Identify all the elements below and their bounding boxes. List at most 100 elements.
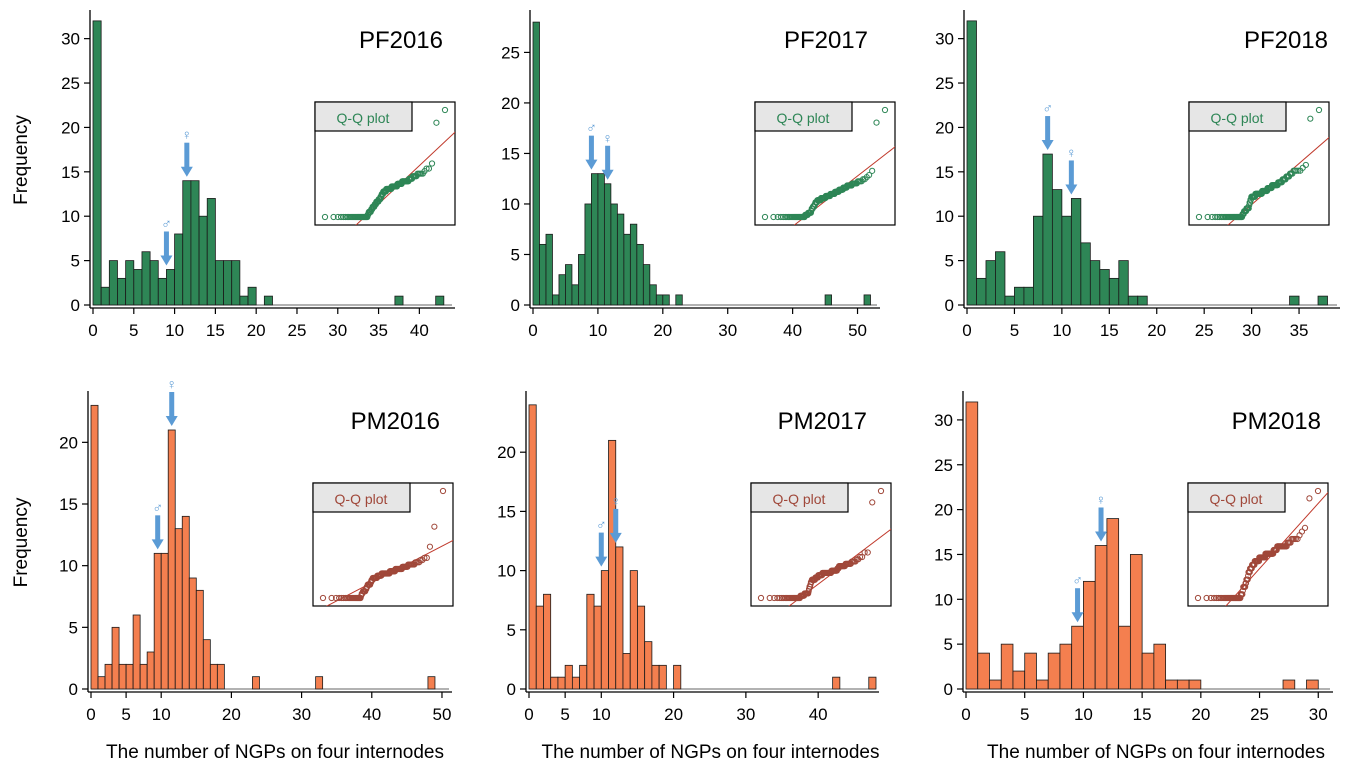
histogram-bar [90,404,99,690]
histogram-bar [247,286,257,306]
histogram-bar [977,652,990,690]
histogram-bar [1033,215,1044,306]
histogram-bar [166,269,175,306]
qq-point [433,119,440,126]
sex-symbol: ♂ [596,517,607,533]
histogram-bar [1106,518,1120,690]
qq-label-box [314,101,413,132]
y-tick-label: 25 [61,74,80,93]
qq-label-box [312,482,411,513]
histogram-bar [615,546,624,690]
x-tick-label: 40 [809,705,828,724]
histogram-bar [223,260,233,306]
qq-reference-line-group [1225,491,1328,606]
qq-label: Q-Q plot [337,110,390,126]
histogram-bar [1118,625,1131,690]
qq-point [1293,167,1300,174]
female-mean-arrow: ♀ [601,130,614,180]
qq-point [774,594,781,602]
qq-point [1306,495,1313,502]
chart-panel-pf2018: 0 5 10 15 20 25 30 0 5 10 15 20 25 30 35 PF2018 ♂ ♀ Q-Q pl… [935,10,1340,340]
arrow-shaft [163,231,169,258]
arrow-shaft [1068,160,1074,187]
histogram-bar [966,20,977,306]
histogram-bar [1071,625,1084,690]
y-tick-label: 15 [497,502,516,521]
histogram-bar [100,286,110,306]
qq-point [1244,576,1251,583]
histogram-bar [610,203,618,306]
male-mean-arrow: ♂ [1041,100,1054,151]
histogram-bar [989,679,1002,690]
histogram-bar [637,605,646,690]
histogram-bar [214,260,224,306]
histogram-bar [139,663,148,690]
arrow-shaft [155,515,161,542]
x-tick-label: 30 [292,705,311,724]
histogram-bar [167,429,176,690]
arrow-head [165,416,178,426]
qq-point [866,171,873,179]
histogram-bar [593,605,602,690]
qq-label-box [1187,482,1286,513]
chart-panel-pm2018: 0 5 10 15 20 25 30 0 5 10 15 20 25 30 PM2018 ♂ ♀ Q-Q plot… [934,391,1333,763]
qq-point [423,554,430,561]
y-tick-label: 20 [59,433,78,452]
x-tick-label: 50 [848,321,867,340]
sex-symbol: ♀ [166,376,177,392]
arrow-head [160,255,173,266]
y-tick-label: 20 [501,94,520,113]
y-tick-label: 5 [945,252,954,271]
arrow-head [595,556,608,567]
histogram-bar [104,663,113,690]
x-tick-label: 5 [121,705,130,724]
panel-title: PM2017 [778,408,867,435]
x-tick-label: 30 [1242,321,1261,340]
arrow-shaft [613,508,619,535]
y-tick-label: 15 [935,163,954,182]
histogram-bar [644,641,653,690]
qq-point [859,553,866,561]
histogram-bar [1004,295,1015,306]
histogram-bar [1108,277,1120,306]
y-tick-label: 25 [501,43,520,62]
qq-point [757,594,765,602]
qq-reference-line-group [793,146,895,225]
arrow-head [609,532,622,543]
histogram-bar [182,180,192,306]
qq-point [877,487,885,495]
qq-point [425,165,433,172]
histogram-bar [1118,260,1129,306]
y-tick-label: 30 [935,30,954,49]
qq-point [441,106,449,114]
female-mean-arrow: ♀ [1095,491,1108,542]
y-tick-label: 10 [59,557,78,576]
x-tick-label: 40 [410,321,429,340]
x-axis-title: The number of NGPs on four internodes [106,742,444,763]
histogram-bar [108,260,118,306]
qq-label: Q-Q plot [1210,491,1263,507]
x-axis-title: The number of NGPs on four internodes [987,742,1325,763]
y-tick-label: 5 [511,245,520,264]
qq-point [421,554,428,561]
sex-symbol: ♂ [161,215,172,231]
y-tick-label: 20 [934,501,953,520]
histogram-bar [868,676,877,690]
x-tick-label: 25 [288,321,307,340]
x-tick-label: 20 [653,321,672,340]
histogram-bar [1141,652,1155,690]
qq-plot-inset: Q-Q plot [314,101,456,226]
y-tick-label: 20 [61,118,80,137]
histogram-bar [125,260,135,306]
histogram-bar [539,243,547,306]
histogram-bar [1042,153,1053,306]
qq-point [1292,535,1299,543]
female-mean-arrow: ♀ [180,127,193,177]
x-tick-label: 10 [152,705,171,724]
x-tick-label: 5 [129,321,138,340]
qq-point [337,213,345,221]
x-tick-label: 0 [524,705,533,724]
histogram-bar [202,639,211,690]
histogram-bar [995,251,1006,306]
y-tick-label: 0 [511,296,520,315]
